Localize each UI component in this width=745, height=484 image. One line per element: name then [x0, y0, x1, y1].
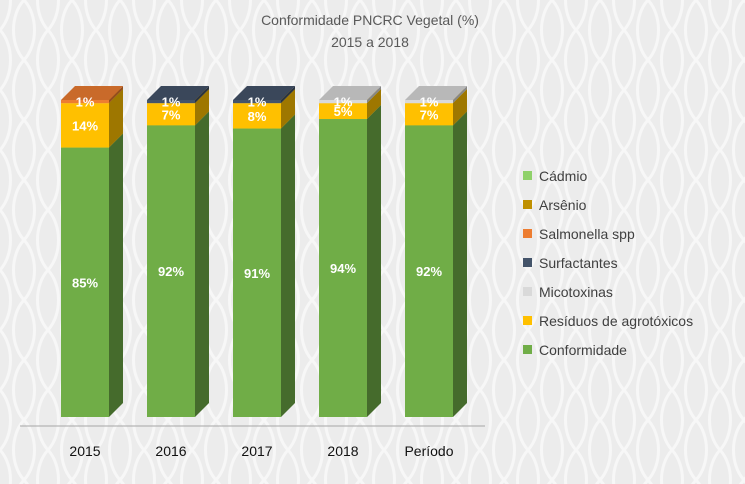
- bar-side-face: [367, 86, 381, 104]
- bar-side-face: [367, 105, 381, 418]
- bar-side-face: [195, 89, 209, 126]
- category-label: 2017: [241, 443, 272, 459]
- chart-title: Conformidade PNCRC Vegetal (%): [261, 12, 479, 28]
- bar-front-face: [405, 125, 453, 418]
- legend-swatch: [523, 171, 532, 180]
- legend-label: Arsênio: [539, 197, 587, 213]
- bar-side-face: [453, 111, 467, 418]
- bar-front-face: [61, 100, 109, 104]
- legend-swatch: [523, 345, 532, 354]
- bar-front-face: [147, 103, 195, 126]
- legend-swatch: [523, 316, 532, 325]
- legend-swatch: [523, 258, 532, 267]
- legend-item-res-duos-de-agrot-xicos: Resíduos de agrotóxicos: [523, 313, 693, 329]
- bar-front-face: [319, 100, 367, 104]
- data-label: 1%: [334, 95, 353, 110]
- bar-side-face: [109, 86, 123, 104]
- bar-segment-micotoxinas: [405, 86, 467, 104]
- bar-side-face: [109, 133, 123, 418]
- bar-side-face: [453, 89, 467, 126]
- bar-top-face: [147, 86, 209, 100]
- bar-top-face: [61, 86, 123, 100]
- bar-front-face: [319, 119, 367, 418]
- legend-label: Cádmio: [539, 168, 587, 184]
- bar-front-face: [405, 100, 453, 104]
- data-label: 1%: [162, 95, 181, 110]
- bar-front-face: [61, 103, 109, 148]
- legend-label: Micotoxinas: [539, 284, 613, 300]
- legend: Cádmio Arsênio Salmonella spp Surfactantes M…: [523, 168, 693, 358]
- data-label: 7%: [162, 107, 181, 122]
- data-label: 7%: [420, 107, 439, 122]
- bar-segment-micotoxinas: [319, 86, 381, 104]
- data-label: 8%: [248, 109, 267, 124]
- data-label: 91%: [244, 266, 270, 281]
- legend-item-c-dmio: Cádmio: [523, 168, 587, 184]
- legend-item-micotoxinas: Micotoxinas: [523, 284, 613, 300]
- bar-front-face: [319, 103, 367, 120]
- bar-segment-surfactantes: [147, 86, 209, 104]
- bar-segment-surfactantes: [233, 86, 295, 104]
- category-label: 2018: [327, 443, 358, 459]
- bar-side-face: [453, 86, 467, 104]
- bar-side-face: [195, 111, 209, 418]
- data-label: 92%: [158, 264, 184, 279]
- legend-label: Resíduos de agrotóxicos: [539, 313, 693, 329]
- legend-swatch: [523, 287, 532, 296]
- bar-segment-conformidade: [319, 105, 381, 418]
- bar-top-face: [405, 86, 467, 100]
- bar-front-face: [147, 125, 195, 418]
- category-labels-group: 2015 2016 2017 2018 Período: [69, 443, 453, 459]
- legend-item-ars-nio: Arsênio: [523, 197, 587, 213]
- legend-swatch: [523, 200, 532, 209]
- bar-side-face: [281, 86, 295, 104]
- legend-label: Surfactantes: [539, 255, 618, 271]
- legend-item-surfactantes: Surfactantes: [523, 255, 618, 271]
- bar-front-face: [233, 128, 281, 417]
- chart-subtitle: 2015 a 2018: [331, 34, 409, 50]
- data-label: 92%: [416, 264, 442, 279]
- data-label: 85%: [72, 275, 98, 290]
- bar-front-face: [147, 100, 195, 104]
- category-label: Período: [404, 443, 453, 459]
- bar-front-face: [233, 100, 281, 104]
- bar-front-face: [405, 103, 453, 126]
- data-label: 1%: [248, 95, 267, 110]
- bar-side-face: [281, 114, 295, 417]
- bar-side-face: [109, 89, 123, 148]
- data-label: 5%: [334, 104, 353, 119]
- category-label: 2015: [69, 443, 100, 459]
- bars-group: [61, 86, 467, 418]
- data-label: 94%: [330, 261, 356, 276]
- legend-swatch: [523, 229, 532, 238]
- legend-label: Conformidade: [539, 342, 627, 358]
- legend-item-salmonella-spp: Salmonella spp: [523, 226, 635, 242]
- bar-front-face: [61, 147, 109, 418]
- bar-front-face: [233, 103, 281, 129]
- bar-top-face: [319, 86, 381, 100]
- bar-top-face: [233, 86, 295, 100]
- data-label: 1%: [420, 95, 439, 110]
- data-label: 14%: [72, 118, 98, 133]
- legend-label: Salmonella spp: [539, 226, 635, 242]
- bar-side-face: [281, 89, 295, 129]
- data-label: 1%: [76, 95, 95, 110]
- legend-item-conformidade: Conformidade: [523, 342, 627, 358]
- category-label: 2016: [155, 443, 186, 459]
- bar-segment-salmonella-spp: [61, 86, 123, 104]
- bar-side-face: [367, 89, 381, 120]
- data-labels-group: 85%14%1%92%7%1%91%8%1%94%5%1%92%7%1%: [72, 95, 442, 291]
- bar-side-face: [195, 86, 209, 104]
